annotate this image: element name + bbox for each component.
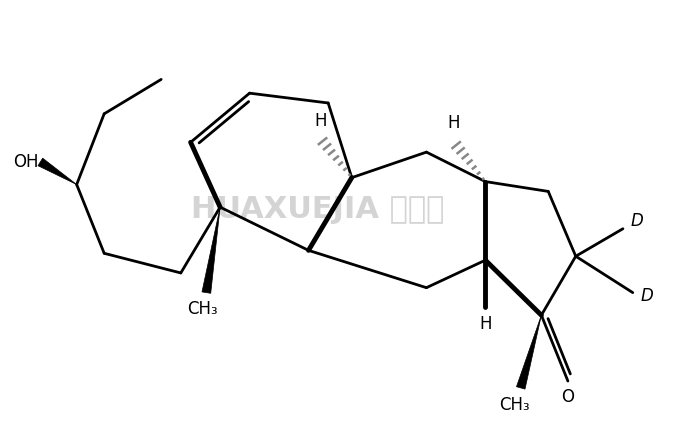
Text: H: H	[448, 115, 460, 133]
Text: CH₃: CH₃	[500, 396, 530, 414]
Polygon shape	[202, 207, 220, 293]
Polygon shape	[516, 315, 541, 389]
Text: HUAXUEJIA 化学加: HUAXUEJIA 化学加	[191, 195, 445, 224]
Text: H: H	[314, 112, 327, 131]
Text: D: D	[641, 287, 653, 304]
Text: CH₃: CH₃	[187, 301, 218, 318]
Polygon shape	[38, 158, 76, 184]
Text: H: H	[479, 315, 491, 333]
Text: D: D	[631, 212, 644, 230]
Text: O: O	[561, 388, 575, 406]
Text: OH: OH	[13, 153, 39, 171]
